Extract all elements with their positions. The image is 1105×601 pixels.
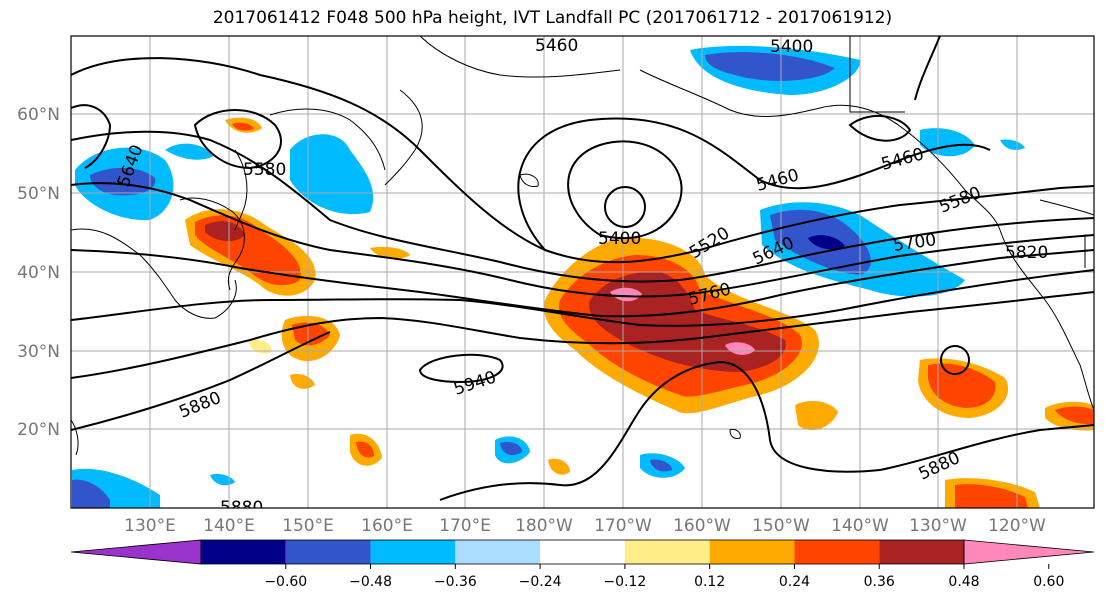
contour-5460-inner — [567, 140, 683, 240]
colorbar-extend-high — [963, 539, 1095, 565]
contour-5640-west — [71, 104, 112, 169]
colorbar: −0.60 −0.48 −0.36 −0.24 −0.12 0.12 0.24 0.36 0.4… — [70, 539, 1095, 590]
lon-label: 160°W — [673, 516, 731, 536]
lon-label: 180°W — [515, 516, 573, 536]
contour-5520 — [71, 57, 1094, 264]
colorbar-tick-label: −0.48 — [349, 574, 392, 590]
contour-ne — [914, 36, 941, 101]
colorbar-tick-label: 0.36 — [864, 574, 895, 590]
colorbar-tick-label: 0.24 — [779, 574, 810, 590]
colorbar-tick-label: −0.36 — [434, 574, 477, 590]
colorbar-swatch — [624, 540, 710, 564]
map-area: 5460 5400 5640 5580 5460 5400 5520 5460 … — [71, 36, 1094, 518]
lat-label: 60°N — [17, 105, 60, 125]
colorbar-swatch — [794, 540, 880, 564]
contour-label: 5880 — [220, 498, 263, 518]
contour-5580-loop — [193, 109, 282, 170]
contour-label: 5400 — [598, 229, 641, 249]
contour-closed-high — [940, 345, 970, 375]
map-frame — [70, 35, 1095, 509]
lat-label: 40°N — [17, 263, 60, 283]
height-contours — [71, 36, 1094, 501]
colorbar-tick-label: −0.60 — [264, 574, 307, 590]
colorbar-tick-label: −0.24 — [519, 574, 562, 590]
contour-label: 5460 — [535, 36, 578, 56]
contour-label: 5400 — [770, 37, 813, 57]
colorbar-tick-label: 0.48 — [948, 574, 979, 590]
colorbar-swatch — [709, 540, 795, 564]
negative-ivt-shading — [72, 45, 1025, 508]
lon-label: 140°E — [203, 516, 255, 536]
lon-label: 170°E — [439, 516, 491, 536]
lat-label: 20°N — [17, 420, 60, 440]
map-title: 2017061412 F048 500 hPa height, IVT Land… — [212, 8, 893, 28]
contour-5880-west — [71, 331, 331, 431]
contour-label: 5820 — [1005, 243, 1048, 263]
lat-label: 50°N — [17, 184, 60, 204]
lon-label: 150°W — [752, 516, 810, 536]
coastlines — [71, 36, 1094, 456]
lat-label: 30°N — [17, 342, 60, 362]
colorbar-swatch — [285, 540, 371, 564]
colorbar-swatch — [201, 540, 286, 564]
contour-5880-north — [71, 291, 1094, 379]
lon-label: 140°W — [831, 516, 889, 536]
contour-5820 — [71, 249, 1094, 318]
lon-label: 170°W — [594, 516, 652, 536]
lon-label: 130°E — [124, 516, 176, 536]
lon-label: 150°E — [282, 516, 334, 536]
lon-label: 130°W — [909, 516, 967, 536]
colorbar-outline — [200, 539, 965, 565]
contour-closed-low — [604, 186, 646, 228]
contour-5400-loop — [848, 114, 912, 142]
colorbar-extend-low — [70, 539, 202, 565]
contour-5880-south — [439, 360, 1094, 501]
colorbar-tick-label: 0.60 — [1033, 574, 1064, 590]
contour-5700 — [71, 182, 1094, 298]
colorbar-tick-label: 0.12 — [694, 574, 725, 590]
latitude-labels: 60°N 50°N 40°N 30°N 20°N — [17, 105, 60, 440]
longitude-labels: 130°E 140°E 150°E 160°E 170°E 180°W 170°… — [124, 516, 1046, 536]
colorbar-swatch — [455, 540, 541, 564]
lon-label: 120°W — [988, 516, 1046, 536]
contour-label: 5580 — [243, 160, 286, 180]
colorbar-tick-label: −0.12 — [603, 574, 646, 590]
contour-5460 — [517, 117, 991, 251]
colorbar-swatch — [370, 540, 456, 564]
contour-5760 — [71, 269, 1094, 327]
colorbar-swatch — [540, 540, 625, 564]
lon-label: 160°E — [361, 516, 413, 536]
contour-5640 — [71, 130, 1094, 283]
contour-5940 — [418, 353, 504, 384]
colorbar-swatch — [879, 540, 964, 564]
